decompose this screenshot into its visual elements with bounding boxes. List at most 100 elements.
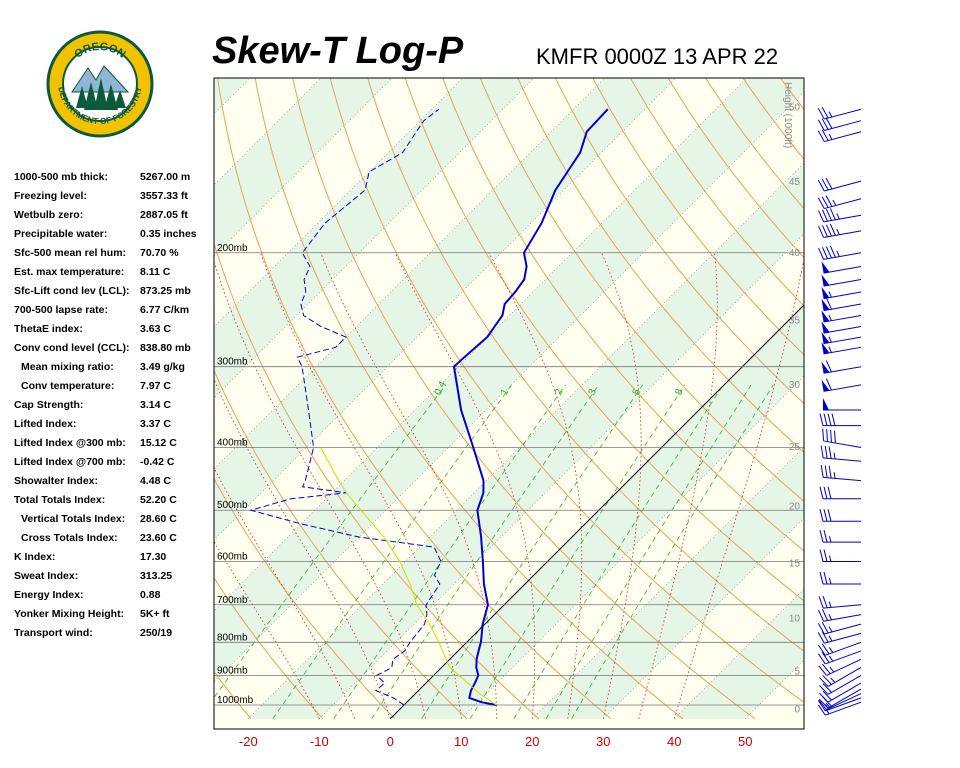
temperature-tick-label: -20 [239, 734, 258, 749]
wind-barb-half-flag [836, 213, 840, 220]
wind-barb-icon [819, 682, 862, 703]
index-label: Showalter Index: [14, 475, 99, 487]
wind-barb-flag [819, 486, 824, 499]
wind-barb-flag [826, 429, 829, 442]
wind-barb-staff [825, 701, 862, 716]
mixing-ratio-line [272, 384, 513, 719]
mixing-ratio-line [469, 384, 686, 719]
index-label: Mean mixing ratio: [21, 361, 114, 373]
isotherm [461, 375, 804, 719]
wind-barb-half-flag [828, 647, 834, 653]
wind-barb-flag [822, 609, 828, 621]
wind-barb-flag [825, 208, 832, 221]
index-value: 313.25 [140, 570, 173, 582]
wind-barb-flag [819, 692, 829, 703]
index-label: 700-500 lapse rate: [14, 304, 108, 316]
index-row: Total Totals Index: 52.20 C [14, 491, 214, 510]
index-row: Vertical Totals Index: 28.60 C [14, 510, 214, 529]
isotherm [214, 91, 804, 683]
wind-barb-half-flag [828, 111, 833, 118]
dry-adiabat [329, 78, 804, 704]
dry-adiabat [742, 78, 804, 160]
wind-barb-staff [823, 476, 862, 482]
wind-barb-flag [818, 225, 825, 238]
height-tick-label: 20 [789, 501, 801, 512]
dry-adiabat [592, 78, 804, 356]
index-label: Conv cond level (CCL): [14, 342, 130, 354]
pressure-label: 1000mb [217, 695, 254, 706]
wind-barb-staff [823, 252, 862, 260]
wind-barb-flag [822, 209, 828, 222]
wind-barb-icon [817, 177, 862, 192]
index-row: Energy Index: 0.88 [14, 586, 214, 605]
index-label: 1000-500 mb thick: [14, 171, 108, 183]
temperature-band [390, 305, 804, 719]
index-label: Wetbulb zero: [14, 209, 84, 221]
wind-barb-pennant [821, 310, 830, 323]
index-value: 0.35 inches [140, 228, 197, 240]
wind-barb-flag [822, 696, 832, 707]
wind-barb-staff [823, 325, 862, 334]
wind-barb-flag [825, 177, 833, 190]
index-value: 0.88 [140, 589, 161, 601]
wind-barb-flag [819, 685, 829, 695]
wind-barb-flag [822, 690, 832, 701]
wind-barb-flag [817, 108, 825, 120]
wind-barb-flag [817, 119, 825, 131]
wind-barb-half-flag [828, 346, 832, 353]
index-row: Est. max temperature: 8.11 C [14, 263, 214, 282]
isotherm [532, 446, 804, 719]
height-tick-label: 30 [789, 380, 801, 391]
dry-adiabat [517, 78, 804, 453]
wind-barb-icon [821, 342, 862, 355]
height-tick-label: 35 [789, 315, 801, 326]
wind-barb-icon [819, 486, 861, 500]
mixing-ratio-label: 8 [673, 387, 686, 397]
index-label: Vertical Totals Index: [21, 513, 126, 525]
dry-adiabat [479, 78, 804, 503]
index-value: 52.20 C [140, 494, 177, 506]
height-tick-label: 25 [789, 442, 801, 453]
wind-barb-staff [824, 632, 862, 644]
wind-barb-half-flag [832, 199, 837, 206]
wind-barb-half-flag [829, 555, 832, 562]
wind-barb-flag [817, 130, 825, 142]
index-label: Lifted Index @700 mb: [14, 456, 126, 468]
pressure-label: 200mb [217, 243, 248, 254]
chart-title: Skew-T Log-P [212, 30, 464, 72]
wind-barb-pennant [823, 398, 829, 411]
wind-barb-pennant [821, 379, 830, 392]
wind-barb-staff [823, 440, 862, 449]
wind-barb-flag [817, 644, 826, 656]
isotherm [248, 162, 804, 719]
wind-barb-flag [830, 429, 832, 443]
index-value: 250/19 [140, 627, 173, 639]
wind-barb-icon [817, 650, 862, 665]
height-tick-label: 5 [794, 667, 800, 678]
wind-barb-flag [821, 652, 830, 663]
index-value: 5K+ ft [140, 608, 170, 620]
isotherm [745, 659, 804, 719]
wind-barb-icon [819, 529, 861, 543]
wind-barb-flag [818, 247, 825, 260]
wind-barb-flag [821, 118, 829, 130]
index-label: Yonker Mixing Height: [14, 608, 125, 620]
wind-barb-icon [819, 413, 861, 427]
mixing-ratio-label: 0.4 [433, 379, 449, 397]
index-row: Yonker Mixing Height: 5K+ ft [14, 605, 214, 624]
wind-barb-flag [823, 529, 828, 543]
index-label: Sfc-500 mean rel hum: [14, 247, 127, 259]
temperature-tick-label: 20 [525, 734, 539, 749]
mountain-icon [71, 65, 130, 93]
wind-barb-flag [819, 413, 824, 426]
wind-barb-half-flag [825, 708, 830, 715]
index-row: Sweat Index: 313.25 [14, 567, 214, 586]
wind-barb-flag [817, 704, 826, 716]
wind-barb-flag [829, 245, 836, 258]
freezing-isotherm [389, 304, 804, 720]
wind-barb-icon [821, 310, 862, 323]
wind-barb-flag [823, 413, 828, 426]
height-tick-label: 10 [789, 614, 801, 625]
index-row: Sfc-500 mean rel hum: 70.70 % [14, 244, 214, 263]
height-tick-label: 15 [789, 559, 801, 570]
